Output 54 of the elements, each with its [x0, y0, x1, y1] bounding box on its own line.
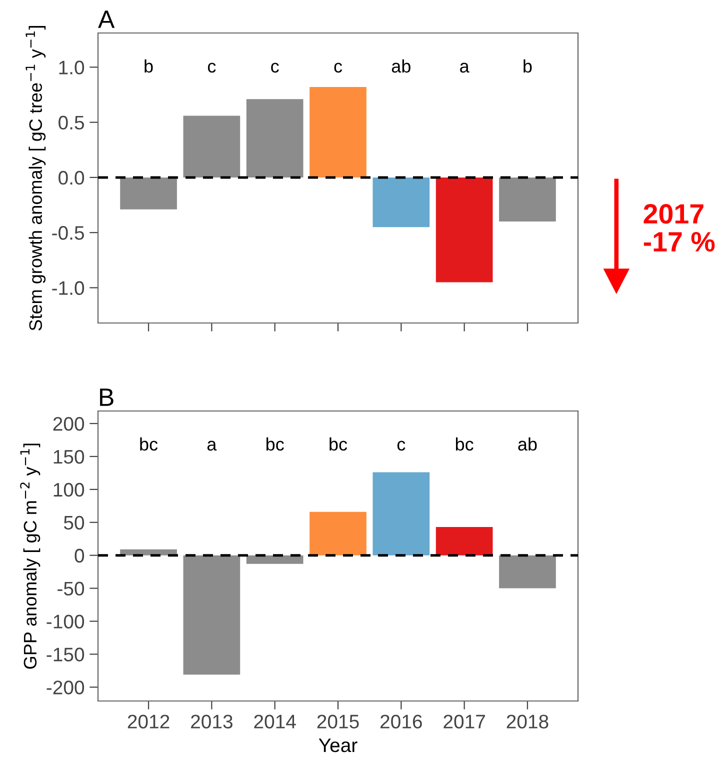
y-tick-label: -150: [46, 648, 84, 662]
annotation: bc: [140, 437, 158, 451]
y-tick-label: 0.0: [58, 170, 84, 185]
y-tick-label: 1.0: [59, 60, 84, 74]
bar: [436, 527, 493, 556]
y-tick-label: 200: [53, 416, 84, 431]
annotation: ab: [518, 437, 537, 451]
text: 2017 -17 %: [644, 204, 715, 252]
bar: [246, 99, 304, 178]
bar: [372, 177, 430, 228]
annotation: b: [524, 59, 532, 73]
y-tick-label: -0.5: [52, 226, 84, 240]
x-axis-title: Year: [318, 738, 358, 752]
annotation: a: [460, 62, 470, 73]
annotation: a: [207, 440, 217, 451]
annotation: ab: [392, 59, 410, 73]
annotation: c: [334, 62, 342, 73]
x-tick-label: 2016: [380, 714, 422, 728]
bar: [183, 555, 240, 675]
bar: [246, 555, 304, 564]
annotation: c: [397, 440, 406, 451]
y-axis-title: GPP anomaly [ gC m$^{−2}$ y$^{−1}$]: [20, 444, 40, 669]
annotation: b: [144, 59, 153, 73]
bar: [310, 512, 366, 556]
x-tick-label: 2014: [254, 714, 296, 728]
x-tick-label: 2012: [128, 714, 170, 728]
annotation: bc: [266, 437, 284, 451]
y-tick-label: -1.0: [52, 281, 84, 295]
chart-title: B: [100, 388, 114, 406]
bar: [499, 555, 556, 588]
bar: [436, 177, 493, 282]
y-tick-label: 0: [74, 548, 84, 563]
x-tick-label: 2015: [317, 714, 359, 728]
y-tick-label: 50: [64, 516, 84, 530]
y-tick-label: 150: [54, 450, 84, 464]
annotation: c: [208, 62, 216, 73]
x-tick-label: 2018: [506, 714, 548, 728]
x-tick-label: 2013: [191, 714, 232, 728]
bar: [372, 472, 430, 556]
annotation: bc: [456, 437, 474, 451]
y-axis-title: Stem growth anomaly [ gC tree$^{−1}$ y$^{−1}$]: [26, 26, 46, 330]
y-tick-label: -50: [58, 582, 84, 596]
bar: [183, 116, 240, 178]
y-tick-label: -200: [46, 680, 84, 694]
x-tick-label: 2017: [444, 714, 485, 728]
y-tick-label: -100: [46, 614, 84, 628]
chart-title: A: [98, 10, 115, 28]
y-tick-label: 0.5: [58, 116, 84, 130]
annotation: c: [271, 62, 279, 73]
bar: [499, 177, 556, 222]
bar: [310, 87, 366, 178]
y-tick-label: 100: [54, 482, 84, 497]
bar: [120, 177, 177, 210]
annotation: bc: [330, 437, 348, 451]
